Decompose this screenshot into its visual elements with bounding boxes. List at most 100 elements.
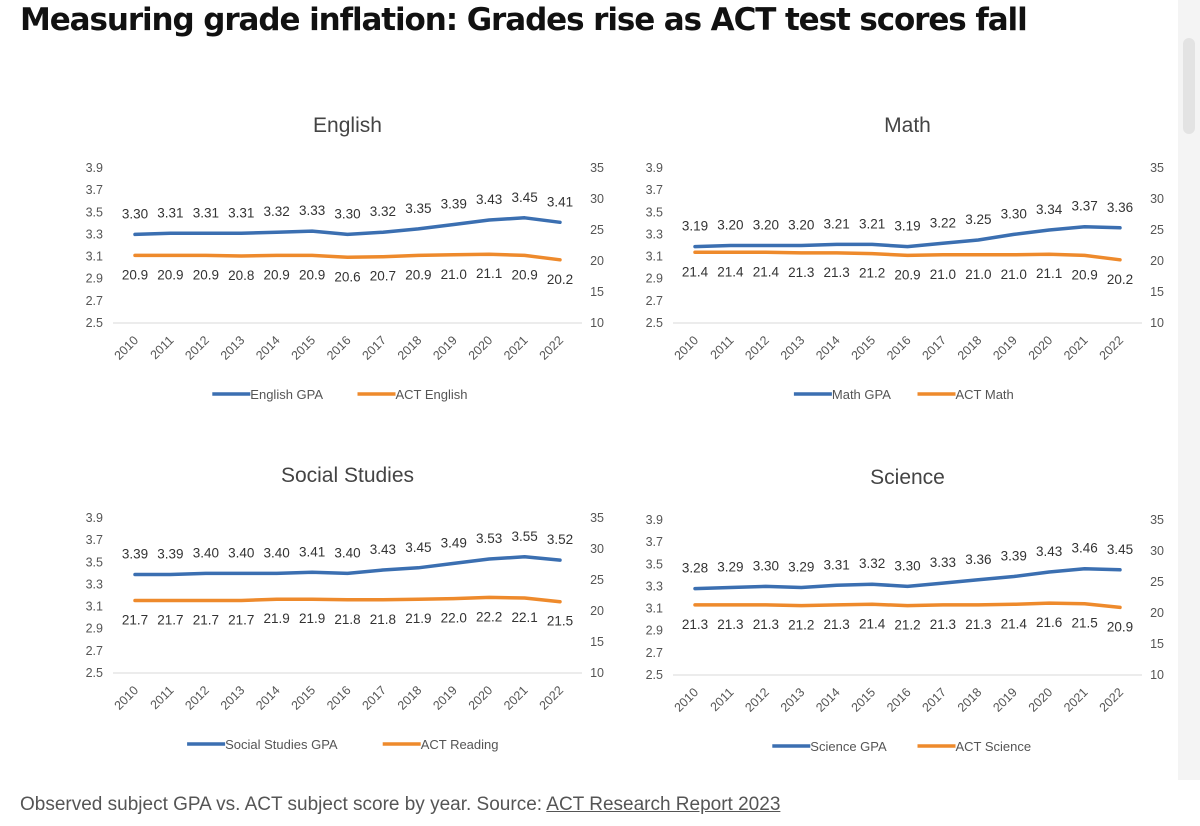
right-axis-tick: 20 [1150, 606, 1164, 620]
right-axis-tick: 15 [1150, 637, 1164, 651]
data-label: 3.45 [1107, 542, 1133, 557]
data-label: 3.33 [930, 555, 956, 570]
x-axis-tick: 2016 [324, 333, 354, 363]
data-label: 21.2 [788, 618, 814, 633]
series-line-math-gpa [693, 224, 1122, 249]
data-label: 21.3 [788, 265, 814, 280]
right-axis-tick: 15 [1150, 285, 1164, 299]
x-axis-tick: 2014 [813, 685, 843, 715]
series-line-act-reading [133, 595, 562, 604]
data-label: 3.29 [717, 560, 743, 575]
data-label: 3.43 [476, 192, 502, 207]
scrollbar-thumb[interactable] [1183, 38, 1195, 134]
data-label: 22.0 [441, 611, 467, 626]
left-axis-tick: 3.7 [86, 183, 103, 197]
x-axis-tick: 2018 [395, 333, 425, 363]
chart-math: Math3.93.73.53.33.12.92.72.5353025201510… [646, 114, 1164, 402]
data-label: 21.3 [824, 265, 850, 280]
data-label: 21.7 [193, 612, 219, 627]
data-label: 3.30 [334, 206, 360, 221]
data-label: 3.39 [441, 196, 467, 211]
data-label: 21.3 [717, 617, 743, 632]
data-label: 3.49 [441, 535, 467, 550]
data-label: 21.3 [965, 617, 991, 632]
data-label: 3.41 [299, 544, 325, 559]
data-label: 3.45 [511, 190, 537, 205]
left-axis-tick: 3.3 [646, 227, 663, 241]
x-axis-tick: 2012 [742, 333, 772, 363]
data-label: 20.9 [193, 267, 219, 282]
right-axis-tick: 25 [1150, 575, 1164, 589]
x-axis-tick: 2013 [218, 333, 248, 363]
right-axis-tick: 30 [590, 192, 604, 206]
x-axis-tick: 2021 [1061, 333, 1091, 363]
scrollbar[interactable] [1178, 0, 1200, 780]
left-axis-tick: 3.1 [646, 602, 663, 616]
chart-panel-math: Math 3.9 3.7 3.5 3.3 3.1 2.9 2.7 2.5 35 30 25 20 15 10… [560, 90, 1164, 435]
chart-title: Math [884, 114, 931, 137]
data-label: 21.0 [441, 267, 467, 282]
chart-english: English3.93.73.53.33.12.92.72.5353025201… [86, 114, 604, 402]
x-axis-tick: 2019 [430, 683, 460, 713]
data-label: 21.3 [824, 617, 850, 632]
right-axis-tick: 35 [1150, 513, 1164, 527]
data-label: 21.4 [1001, 616, 1028, 631]
x-axis-tick: 2011 [708, 685, 737, 714]
data-label: 3.36 [965, 552, 991, 567]
left-axis-tick: 2.9 [646, 272, 663, 286]
legend-entry: ACT Math [956, 387, 1014, 402]
chart-panel-english: English 3.9 3.7 3.5 3.3 3.1 2.9 2.7 2.5 35 30 25 20 1… [0, 90, 604, 435]
left-axis-tick: 3.1 [86, 250, 103, 264]
x-axis-tick: 2010 [672, 685, 702, 715]
source-link[interactable]: ACT Research Report 2023 [546, 794, 781, 815]
legend-entry: Social Studies GPA [225, 737, 338, 752]
data-label: 21.3 [682, 617, 708, 632]
x-axis-tick: 2015 [849, 333, 879, 363]
right-axis-tick: 35 [590, 161, 604, 175]
data-label: 22.1 [511, 610, 537, 625]
data-label: 20.9 [157, 267, 183, 282]
data-label: 21.3 [930, 617, 956, 632]
x-axis-tick: 2022 [1097, 333, 1127, 363]
data-label: 3.32 [370, 204, 396, 219]
data-label: 20.2 [547, 272, 573, 287]
x-axis-tick: 2010 [112, 683, 142, 713]
chart-panel-science: Science 3.9 3.7 3.5 3.3 3.1 2.9 2.7 2.5 35 30 25 20 1… [560, 442, 1164, 787]
series-line-act-science [693, 601, 1122, 610]
data-label: 3.21 [859, 216, 885, 231]
right-axis-tick: 25 [590, 573, 604, 587]
left-axis-tick: 3.3 [646, 579, 663, 593]
x-axis-tick: 2014 [813, 333, 843, 363]
left-axis-tick: 3.9 [86, 161, 103, 175]
x-axis-tick: 2014 [253, 333, 283, 363]
x-axis-tick: 2021 [1061, 685, 1091, 715]
left-axis-tick: 3.5 [646, 205, 663, 219]
x-axis-tick: 2013 [778, 333, 808, 363]
data-label: 3.39 [122, 546, 148, 561]
x-axis-tick: 2018 [395, 683, 425, 713]
data-label: 21.2 [894, 618, 920, 633]
x-axis-tick: 2015 [849, 685, 879, 715]
left-axis-tick: 3.1 [646, 250, 663, 264]
data-label: 21.9 [264, 611, 290, 626]
data-label: 3.41 [547, 194, 573, 209]
data-label: 21.7 [122, 612, 148, 627]
left-axis-tick: 3.9 [646, 161, 663, 175]
data-label: 20.9 [1071, 267, 1097, 282]
left-axis-tick: 2.7 [646, 294, 663, 308]
x-axis-tick: 2020 [466, 333, 496, 363]
data-label: 21.5 [1071, 616, 1097, 631]
data-label: 3.39 [1001, 548, 1027, 563]
data-label: 3.19 [682, 219, 708, 234]
x-axis-tick: 2013 [218, 683, 248, 713]
data-label: 3.20 [717, 218, 743, 233]
data-label: 3.31 [228, 205, 254, 220]
x-axis-tick: 2021 [501, 683, 531, 713]
data-label: 3.40 [264, 545, 290, 560]
series-line-act-english [133, 252, 562, 262]
left-axis-tick: 2.7 [86, 644, 103, 658]
left-axis-tick: 3.5 [86, 555, 103, 569]
legend-entry: ACT English [396, 387, 468, 402]
right-axis-tick: 15 [590, 285, 604, 299]
data-label: 20.2 [1107, 272, 1133, 287]
